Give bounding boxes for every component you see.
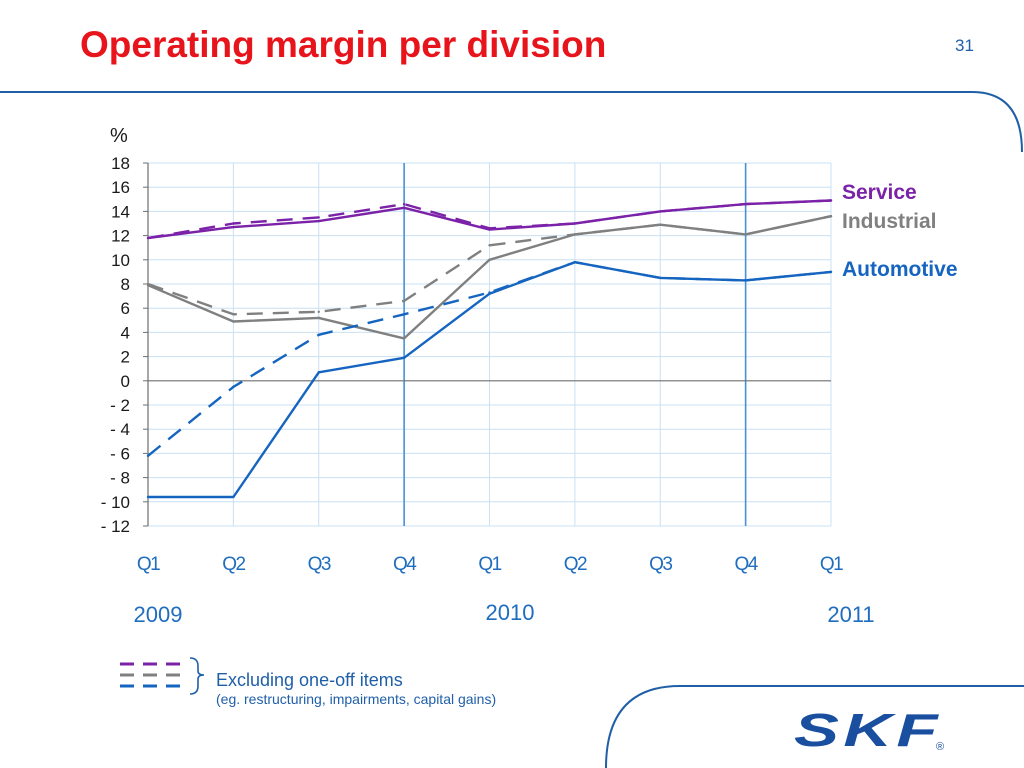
- data-point-industrial-dashed: [232, 313, 235, 316]
- x-tick-label: Q1: [820, 554, 843, 575]
- x-tick-label: Q1: [478, 554, 501, 575]
- y-tick-label: 10: [111, 251, 130, 270]
- series-line-industrial-dashed: [147, 215, 832, 316]
- data-point-industrial-dashed: [573, 233, 577, 236]
- legend-label-automotive: Automotive: [842, 258, 958, 281]
- x-tick-label: Q3: [308, 554, 331, 575]
- data-point-industrial-solid: [317, 316, 320, 320]
- y-tick-label: - 2: [110, 396, 130, 415]
- y-tick-label: 14: [111, 202, 130, 221]
- chart-legend: Service Industrial Automotive: [842, 181, 958, 281]
- y-tick-label: - 4: [110, 420, 130, 439]
- data-point-industrial-dashed: [829, 215, 833, 218]
- y-tick-label: 6: [121, 299, 130, 318]
- y-tick-label: - 10: [101, 493, 130, 512]
- data-point-service-solid: [402, 206, 406, 209]
- data-point-service-dashed: [829, 199, 833, 202]
- y-axis-unit-label: %: [110, 125, 128, 147]
- y-tick-label: - 8: [110, 469, 130, 488]
- data-point-service-dashed: [488, 227, 491, 230]
- year-label: 2011: [827, 602, 874, 627]
- logo-registered-mark: ®: [936, 741, 944, 753]
- logo-wordmark: SKF: [794, 708, 942, 756]
- data-point-service-dashed: [744, 202, 747, 206]
- x-tick-label: Q2: [564, 554, 587, 575]
- footnote-sub: (eg. restructuring, impairments, capital…: [216, 691, 497, 707]
- data-point-service-dashed: [146, 236, 150, 240]
- year-label: 2009: [134, 602, 183, 627]
- data-point-industrial-dashed: [744, 233, 747, 236]
- data-point-industrial-dashed: [659, 223, 662, 226]
- header-rule: [0, 91, 1023, 153]
- data-point-service-dashed: [659, 210, 662, 213]
- skf-logo: SKF ®: [794, 708, 944, 756]
- data-point-automotive-dashed: [829, 270, 833, 274]
- data-point-industrial-solid: [402, 337, 406, 340]
- data-point-automotive-dashed: [744, 279, 747, 282]
- y-tick-label: 18: [111, 154, 130, 173]
- y-tick-label: 2: [121, 348, 130, 367]
- data-point-service-solid: [232, 225, 235, 229]
- legend-label-industrial: Industrial: [842, 210, 937, 233]
- footnote-main: Excluding one-off items: [216, 670, 403, 690]
- data-point-automotive-dashed: [573, 261, 577, 264]
- x-tick-label: Q4: [393, 554, 417, 575]
- data-point-automotive-dashed: [232, 385, 235, 389]
- slide-title: Operating margin per division: [80, 24, 607, 65]
- x-tick-label: Q1: [137, 554, 160, 575]
- chart-series: [146, 199, 833, 499]
- data-point-automotive-dashed: [402, 313, 406, 316]
- year-label: 2010: [486, 600, 535, 625]
- data-point-automotive-dashed: [659, 276, 662, 280]
- page-number: 31: [955, 36, 974, 55]
- key-brace: [189, 657, 205, 695]
- y-tick-label: 12: [111, 227, 130, 246]
- data-point-industrial-solid: [488, 258, 491, 261]
- y-tick-label: 8: [121, 275, 130, 294]
- x-tick-label: Q4: [734, 554, 758, 575]
- y-tick-label: 16: [111, 178, 130, 197]
- data-point-service-dashed: [317, 216, 320, 219]
- legend-label-service: Service: [842, 181, 917, 204]
- x-tick-label: Q2: [222, 554, 245, 575]
- data-point-industrial-dashed: [146, 282, 150, 286]
- data-point-industrial-solid: [232, 320, 235, 323]
- footnote: Excluding one-off items (eg. restructuri…: [216, 669, 496, 707]
- y-tick-label: - 6: [110, 444, 130, 463]
- series-line-automotive-dashed: [147, 261, 832, 457]
- chart-axes: 18 16 14 12 10 8 6 4 2 0 - 2 - 4 - 6 - 8 - 10 - 12 Q1 Q2 Q…: [101, 154, 875, 627]
- data-point-industrial-dashed: [402, 299, 406, 303]
- y-tick-label: - 12: [101, 517, 130, 536]
- data-point-service-dashed: [402, 202, 406, 206]
- data-point-industrial-dashed: [317, 310, 320, 314]
- data-point-service-dashed: [232, 222, 235, 225]
- data-point-automotive-solid: [232, 495, 235, 499]
- operating-margin-chart: % 18 16 14 12 10 8 6 4 2 0 - 2 - 4 - 6 - 8 - 10 - 12 Q1 Q…: [101, 125, 958, 627]
- footer-rule: [605, 685, 1024, 768]
- data-point-automotive-solid: [146, 495, 150, 499]
- y-tick-label: 0: [121, 372, 130, 391]
- data-point-service-solid: [317, 219, 320, 223]
- data-point-automotive-solid: [402, 356, 406, 360]
- x-tick-label: Q3: [649, 554, 672, 575]
- data-point-automotive-dashed: [317, 333, 320, 337]
- data-point-automotive-solid: [317, 371, 320, 374]
- dashed-line-key: [120, 657, 205, 695]
- data-point-automotive-dashed: [146, 454, 150, 458]
- data-point-service-dashed: [573, 222, 577, 225]
- data-point-automotive-dashed: [488, 291, 491, 294]
- y-tick-label: 4: [121, 323, 130, 342]
- data-point-industrial-dashed: [488, 244, 491, 247]
